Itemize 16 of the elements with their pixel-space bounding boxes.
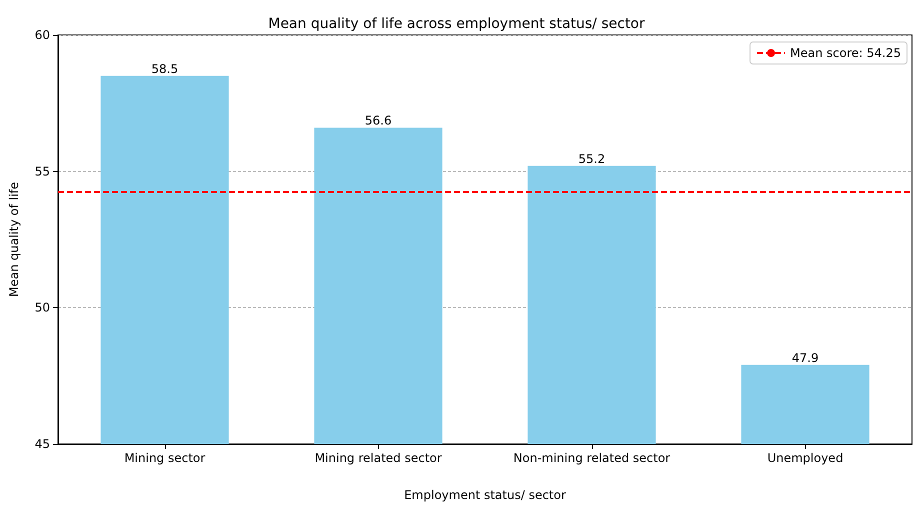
x-tick-label: Non-mining related sector [513, 451, 670, 465]
chart-title: Mean quality of life across employment status/ sector [268, 16, 645, 32]
x-tick-label: Unemployed [767, 451, 844, 465]
y-axis-title: Mean quality of life [7, 182, 21, 298]
data-label: 47.9 [792, 350, 819, 365]
y-tick-label: 45 [34, 437, 50, 451]
y-tick-label: 60 [34, 28, 50, 42]
data-label: 55.2 [578, 152, 606, 166]
x-tick-label: Mining sector [124, 451, 206, 465]
data-label: 58.5 [151, 62, 178, 76]
y-tick-label: 55 [34, 164, 50, 178]
legend-label: Mean score: 54.25 [790, 46, 902, 60]
x-axis-title: Employment status/ sector [404, 488, 566, 502]
data-label: 56.6 [364, 114, 392, 128]
x-tick-label: Mining related sector [314, 451, 442, 465]
y-tick-label: 50 [34, 300, 50, 315]
